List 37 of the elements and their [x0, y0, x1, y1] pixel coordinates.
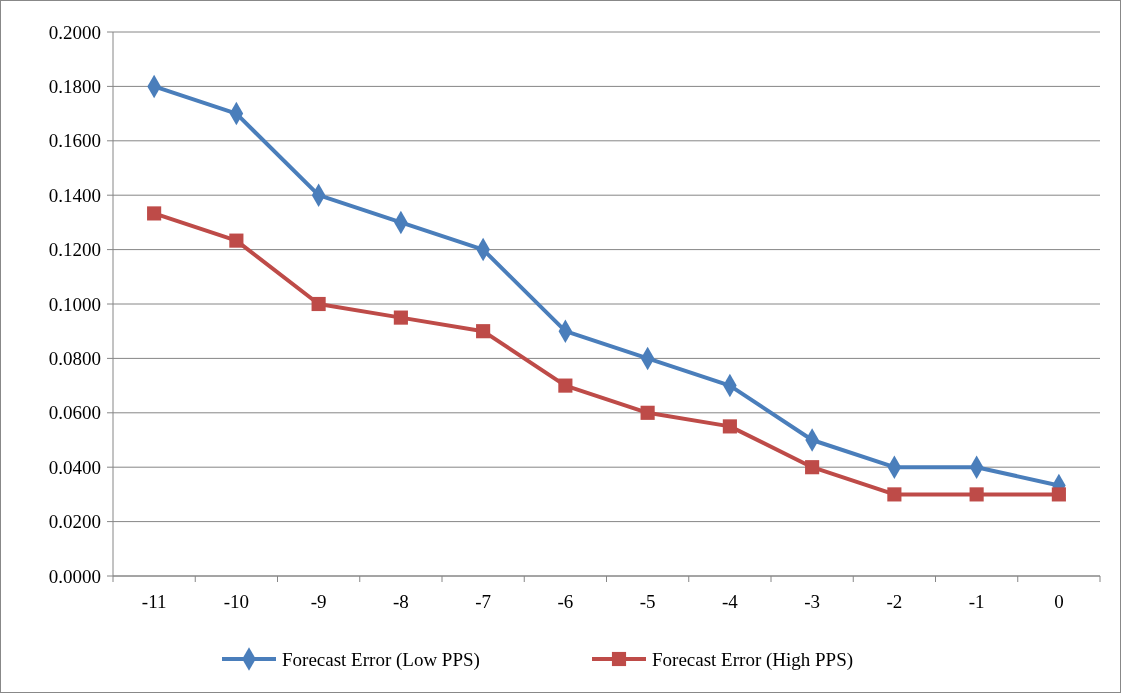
y-tick-label: 0.1200 [48, 239, 101, 261]
x-tick-label: -5 [639, 591, 656, 612]
x-tick-label: -9 [310, 591, 327, 612]
x-tick-label: -2 [886, 591, 903, 612]
x-tick-label: -6 [557, 591, 574, 612]
y-tick-label: 0.1000 [48, 293, 101, 315]
y-tick-label: 0.0800 [48, 348, 101, 370]
point [887, 487, 902, 502]
y-tick-label: 0.1800 [48, 76, 101, 98]
point [805, 460, 820, 475]
point [640, 405, 655, 420]
x-tick-label: -1 [968, 591, 985, 612]
legend-label: Forecast Error (Low PPS) [282, 648, 480, 671]
point [1051, 487, 1066, 502]
point [476, 324, 491, 339]
point [722, 419, 737, 434]
point [147, 206, 162, 221]
x-tick-label: -10 [223, 591, 250, 612]
x-tick-label: 0 [1054, 591, 1064, 612]
y-tick-label: 0.1600 [48, 130, 101, 152]
x-tick-label: -8 [392, 591, 409, 612]
legend-label: Forecast Error (High PPS) [652, 648, 854, 671]
y-tick-label: 0.0200 [48, 511, 101, 533]
x-tick-label: -11 [141, 591, 167, 612]
x-tick-label: -7 [475, 591, 492, 612]
x-tick-label: -4 [721, 591, 739, 612]
y-tick-label: 0.0400 [48, 456, 101, 478]
point [311, 296, 326, 312]
y-tick-label: 0.0600 [48, 402, 101, 424]
y-tick-label: 0.0000 [48, 565, 101, 587]
y-tick-label: 0.2000 [48, 21, 101, 43]
y-tick-label: 0.1400 [48, 184, 101, 206]
point [969, 487, 984, 502]
point [558, 378, 573, 393]
point [229, 233, 244, 248]
point [393, 310, 408, 325]
x-tick-label: -3 [804, 591, 821, 612]
